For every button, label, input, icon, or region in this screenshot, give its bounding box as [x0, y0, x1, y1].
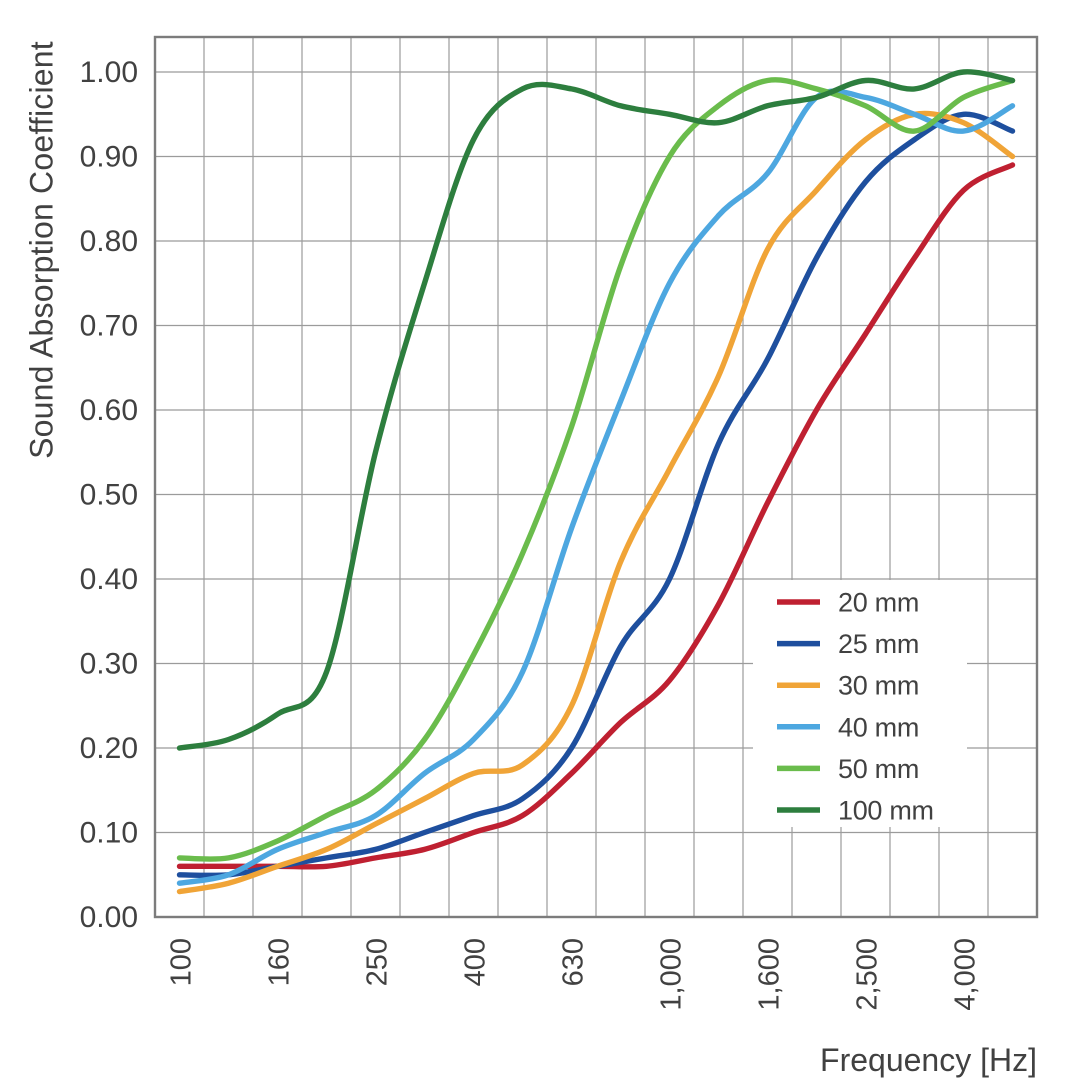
legend-label-40mm: 40 mm	[838, 712, 919, 742]
series-line-40mm	[176, 88, 1016, 886]
y-tick-label: 0.80	[80, 225, 138, 258]
x-tick-label: 160	[264, 938, 296, 986]
legend-box	[753, 580, 967, 827]
series-line-20mm	[176, 162, 1016, 870]
x-axis-title: Frequency [Hz]	[820, 1042, 1037, 1078]
legend-label-25mm: 25 mm	[838, 629, 919, 659]
x-tick-label: 100	[166, 938, 198, 986]
y-tick-label: 0.20	[80, 732, 138, 765]
x-tick-label: 4,000	[950, 938, 982, 1011]
y-tick-label: 1.00	[80, 56, 138, 89]
x-tick-label: 2,500	[852, 938, 884, 1011]
x-tick-label: 1,000	[656, 938, 688, 1011]
x-tick-label: 250	[362, 938, 394, 986]
legend-label-50mm: 50 mm	[838, 754, 919, 784]
y-tick-label: 0.00	[80, 901, 138, 934]
y-axis-title: Sound Absorption Coefficient	[23, 41, 60, 459]
y-tick-label: 0.70	[80, 310, 138, 343]
legend-label-30mm: 30 mm	[838, 671, 919, 701]
series-line-50mm	[176, 77, 1016, 862]
y-tick-label: 0.40	[80, 563, 138, 596]
x-tick-label: 630	[558, 938, 590, 986]
legend-label-20mm: 20 mm	[838, 588, 919, 618]
series-line-25mm	[176, 111, 1016, 879]
series-line-30mm	[176, 110, 1016, 895]
y-tick-label: 0.60	[80, 394, 138, 427]
y-tick-label: 0.30	[80, 648, 138, 681]
x-tick-label: 400	[460, 938, 492, 986]
y-tick-label: 0.10	[80, 817, 138, 850]
y-tick-label: 0.90	[80, 141, 138, 174]
y-tick-label: 0.50	[80, 479, 138, 512]
series-line-100mm	[176, 69, 1016, 751]
x-tick-label: 1,600	[754, 938, 786, 1011]
plot-border	[153, 35, 1039, 919]
legend-label-100mm: 100 mm	[838, 796, 934, 826]
